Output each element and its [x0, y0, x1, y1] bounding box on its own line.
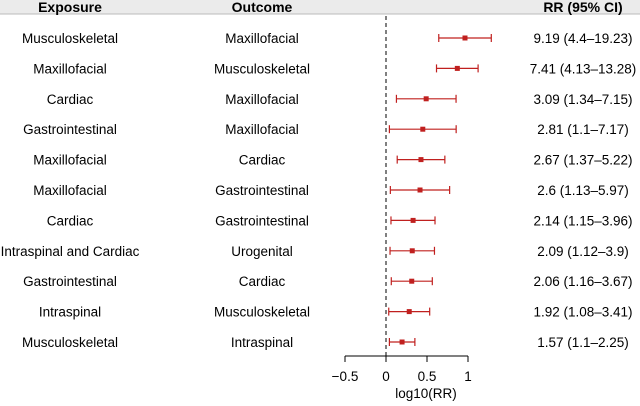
x-tick-label: 0	[382, 369, 390, 384]
exposure-label: Maxillofacial	[33, 183, 107, 198]
rr-ci-label: 3.09 (1.34–7.15)	[533, 92, 632, 107]
x-tick-label: 0.5	[418, 369, 437, 384]
outcome-label: Cardiac	[239, 153, 286, 168]
point-estimate	[409, 248, 415, 254]
rr-ci-label: 2.06 (1.16–3.67)	[533, 274, 632, 289]
forest-row: Musculoskeletal Maxillofacial 9.19 (4.4–19…	[22, 31, 633, 46]
forest-row: Maxillofacial Cardiac 2.67 (1.37–5.22)	[33, 153, 632, 168]
exposure-header: Exposure	[38, 0, 102, 15]
outcome-header: Outcome	[232, 0, 293, 15]
forest-row: Gastrointestinal Cardiac 2.06 (1.16–3.67)	[23, 274, 632, 289]
rr-ci-label: 1.57 (1.1–2.25)	[537, 335, 629, 350]
exposure-label: Cardiac	[47, 92, 94, 107]
forest-row: Intraspinal and Cardiac Urogenital 2.09 (1…	[1, 244, 629, 259]
x-tick-label: 1	[464, 369, 472, 384]
point-estimate	[399, 339, 405, 345]
outcome-label: Urogenital	[231, 244, 293, 259]
forest-rows: Musculoskeletal Maxillofacial 9.19 (4.4–19…	[1, 31, 637, 350]
point-estimate	[406, 309, 412, 315]
point-estimate	[423, 96, 429, 102]
rr-ci-label: 9.19 (4.4–19.23)	[533, 31, 632, 46]
forest-row: Maxillofacial Musculoskeletal 7.41 (4.13–1…	[33, 61, 636, 76]
outcome-label: Cardiac	[239, 274, 286, 289]
outcome-label: Musculoskeletal	[214, 61, 310, 76]
outcome-label: Maxillofacial	[225, 31, 299, 46]
outcome-label: Maxillofacial	[225, 92, 299, 107]
outcome-label: Gastrointestinal	[215, 183, 309, 198]
exposure-label: Cardiac	[47, 213, 94, 228]
rr-ci-label: 7.41 (4.13–13.28)	[530, 61, 637, 76]
rr-ci-label: 2.09 (1.12–3.9)	[537, 244, 629, 259]
exposure-label: Gastrointestinal	[23, 274, 117, 289]
exposure-label: Intraspinal	[39, 305, 101, 320]
point-estimate	[454, 65, 460, 71]
exposure-label: Maxillofacial	[33, 153, 107, 168]
point-estimate	[409, 278, 415, 284]
point-estimate	[420, 126, 426, 132]
point-estimate	[418, 157, 424, 163]
rr-ci-label: 2.81 (1.1–7.17)	[537, 122, 629, 137]
point-estimate	[462, 35, 468, 41]
exposure-label: Intraspinal and Cardiac	[1, 244, 140, 259]
outcome-label: Intraspinal	[231, 335, 293, 350]
outcome-label: Gastrointestinal	[215, 213, 309, 228]
x-axis-title: log10(RR)	[395, 386, 457, 401]
exposure-label: Musculoskeletal	[22, 335, 118, 350]
rr-ci-label: 2.67 (1.37–5.22)	[533, 153, 632, 168]
rr-ci-label: 2.6 (1.13–5.97)	[537, 183, 629, 198]
header-band	[0, 0, 640, 14]
forest-row: Gastrointestinal Maxillofacial 2.81 (1.1–7…	[23, 122, 629, 137]
forest-row: Cardiac Gastrointestinal 2.14 (1.15–3.96)	[47, 213, 633, 228]
point-estimate	[410, 217, 416, 223]
forest-row: Cardiac Maxillofacial 3.09 (1.34–7.15)	[47, 92, 633, 107]
outcome-label: Maxillofacial	[225, 122, 299, 137]
rr-ci-header: RR (95% CI)	[543, 0, 622, 15]
exposure-label: Maxillofacial	[33, 61, 107, 76]
exposure-label: Musculoskeletal	[22, 31, 118, 46]
rr-ci-label: 2.14 (1.15–3.96)	[533, 213, 632, 228]
x-tick-label: −0.5	[332, 369, 359, 384]
outcome-label: Musculoskeletal	[214, 305, 310, 320]
forest-row: Musculoskeletal Intraspinal 1.57 (1.1–2.25…	[22, 335, 629, 350]
forest-row: Maxillofacial Gastrointestinal 2.6 (1.13–5…	[33, 183, 629, 198]
forest-row: Intraspinal Musculoskeletal 1.92 (1.08–3.4…	[39, 305, 633, 320]
exposure-label: Gastrointestinal	[23, 122, 117, 137]
x-axis: −0.5 0 0.5 1	[332, 355, 472, 384]
point-estimate	[417, 187, 423, 193]
rr-ci-label: 1.92 (1.08–3.41)	[533, 305, 632, 320]
